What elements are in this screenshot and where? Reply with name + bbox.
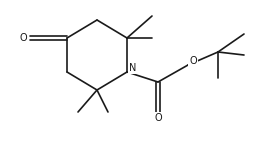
Text: O: O [19,33,27,43]
Text: N: N [129,63,137,73]
Text: O: O [189,56,197,66]
Text: O: O [154,113,162,123]
